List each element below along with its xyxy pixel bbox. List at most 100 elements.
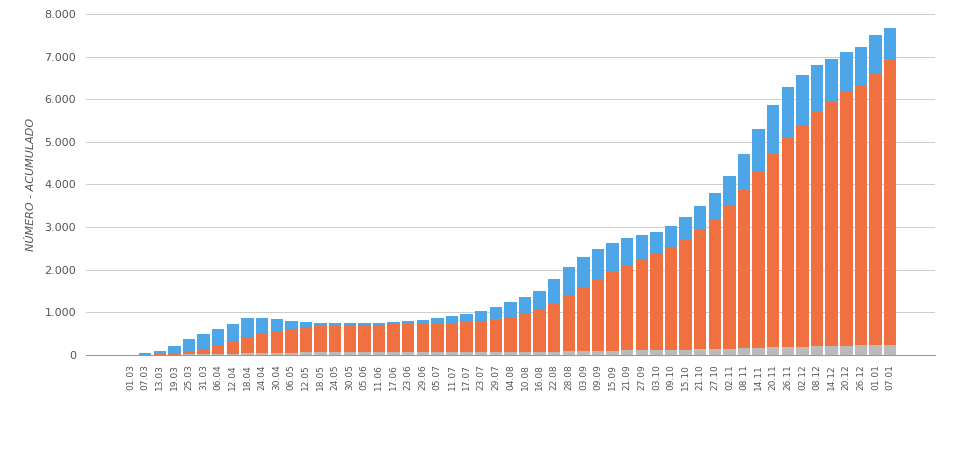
Bar <box>139 353 152 355</box>
Bar <box>212 354 224 355</box>
Bar <box>518 314 531 352</box>
Bar <box>227 353 239 355</box>
Bar <box>781 139 793 347</box>
Bar <box>343 352 355 355</box>
Bar <box>533 309 545 352</box>
Bar <box>708 219 720 349</box>
Bar <box>343 323 355 325</box>
Bar <box>824 101 837 346</box>
Bar <box>854 345 866 355</box>
Bar <box>518 352 531 355</box>
Bar <box>299 352 312 355</box>
Bar <box>562 351 575 355</box>
Bar <box>722 349 735 355</box>
Bar <box>533 291 545 309</box>
Bar <box>840 92 852 346</box>
Bar <box>285 329 297 352</box>
Bar <box>737 189 749 349</box>
Bar <box>183 339 195 352</box>
Bar <box>650 253 662 350</box>
Bar <box>679 239 691 350</box>
Bar <box>241 353 253 355</box>
Bar <box>810 112 822 346</box>
Bar <box>314 352 326 355</box>
Bar <box>606 350 618 355</box>
Bar <box>285 352 297 355</box>
Bar <box>840 346 852 355</box>
Bar <box>620 350 633 355</box>
Bar <box>810 346 822 355</box>
Bar <box>533 352 545 355</box>
Bar <box>387 322 399 324</box>
Bar <box>197 349 210 354</box>
Bar <box>460 352 473 355</box>
Bar <box>401 324 414 352</box>
Bar <box>577 257 589 287</box>
Bar <box>868 345 881 355</box>
Bar <box>357 325 370 352</box>
Bar <box>577 351 589 355</box>
Bar <box>343 325 355 352</box>
Bar <box>766 105 779 154</box>
Bar <box>591 280 603 351</box>
Bar <box>212 329 224 345</box>
Y-axis label: NÚMERO - ACUMULADO: NÚMERO - ACUMULADO <box>26 118 36 251</box>
Bar <box>635 259 647 350</box>
Bar <box>503 302 517 317</box>
Bar <box>722 206 735 349</box>
Bar <box>357 352 370 355</box>
Bar <box>635 235 647 259</box>
Bar <box>650 232 662 253</box>
Bar <box>255 318 268 334</box>
Bar <box>373 323 385 324</box>
Bar <box>183 352 195 354</box>
Bar <box>503 352 517 355</box>
Bar <box>489 320 501 352</box>
Bar <box>766 348 779 355</box>
Bar <box>810 65 822 112</box>
Bar <box>373 352 385 355</box>
Bar <box>314 323 326 326</box>
Bar <box>445 316 457 323</box>
Bar <box>314 326 326 352</box>
Bar <box>591 351 603 355</box>
Bar <box>562 268 575 295</box>
Bar <box>620 264 633 350</box>
Bar <box>475 352 487 355</box>
Bar <box>547 351 559 355</box>
Bar <box>737 349 749 355</box>
Bar <box>854 86 866 345</box>
Bar <box>329 323 341 325</box>
Bar <box>299 322 312 327</box>
Bar <box>387 352 399 355</box>
Bar <box>431 324 443 352</box>
Bar <box>547 279 559 303</box>
Bar <box>153 354 166 355</box>
Bar <box>460 314 473 323</box>
Bar <box>796 75 808 125</box>
Bar <box>271 319 283 331</box>
Bar <box>664 227 677 247</box>
Bar <box>431 352 443 355</box>
Bar <box>708 193 720 219</box>
Bar <box>489 307 501 320</box>
Bar <box>752 129 764 171</box>
Bar <box>401 352 414 355</box>
Bar <box>635 350 647 355</box>
Bar <box>824 346 837 355</box>
Bar <box>824 59 837 101</box>
Bar <box>868 35 881 73</box>
Bar <box>299 327 312 352</box>
Bar <box>460 323 473 352</box>
Bar <box>416 320 429 324</box>
Bar <box>708 349 720 355</box>
Bar <box>416 324 429 352</box>
Bar <box>781 88 793 139</box>
Bar <box>271 353 283 355</box>
Bar <box>694 230 706 350</box>
Bar <box>255 334 268 353</box>
Bar <box>357 323 370 325</box>
Bar <box>475 311 487 321</box>
Bar <box>153 350 166 354</box>
Bar <box>591 249 603 280</box>
